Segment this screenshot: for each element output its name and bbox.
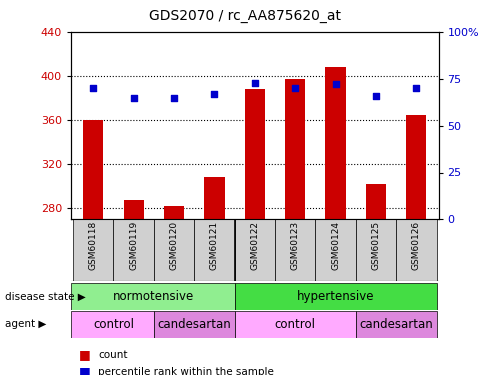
Point — [130, 94, 138, 100]
Bar — [194, 219, 235, 281]
Text: GSM60126: GSM60126 — [412, 221, 421, 270]
Text: ■: ■ — [78, 365, 90, 375]
Bar — [71, 311, 154, 338]
Text: GSM60123: GSM60123 — [291, 221, 300, 270]
Text: normotensive: normotensive — [113, 290, 195, 303]
Text: disease state ▶: disease state ▶ — [5, 292, 86, 302]
Point — [89, 85, 97, 91]
Point — [413, 85, 420, 91]
Point — [170, 94, 178, 100]
Text: count: count — [98, 350, 127, 360]
Text: control: control — [93, 318, 134, 331]
Point — [211, 91, 219, 97]
Bar — [71, 283, 235, 310]
Text: GSM60125: GSM60125 — [371, 221, 380, 270]
Text: candesartan: candesartan — [157, 318, 231, 331]
Bar — [356, 219, 396, 281]
Text: GSM60122: GSM60122 — [250, 221, 259, 270]
Bar — [83, 120, 103, 219]
Bar — [285, 79, 305, 219]
Point — [372, 93, 380, 99]
Bar — [73, 219, 114, 281]
Text: GDS2070 / rc_AA875620_at: GDS2070 / rc_AA875620_at — [149, 9, 341, 23]
Text: GSM60118: GSM60118 — [89, 221, 98, 270]
Text: ■: ■ — [78, 348, 90, 361]
Bar — [235, 311, 356, 338]
Bar — [366, 184, 386, 219]
Text: control: control — [275, 318, 316, 331]
Bar — [245, 89, 265, 219]
Bar — [275, 219, 316, 281]
Bar — [123, 200, 144, 219]
Bar — [154, 311, 235, 338]
Bar — [204, 177, 224, 219]
Bar — [356, 311, 437, 338]
Text: GSM60119: GSM60119 — [129, 221, 138, 270]
Bar — [325, 67, 345, 219]
Bar — [406, 115, 426, 219]
Bar — [235, 283, 437, 310]
Text: GSM60124: GSM60124 — [331, 221, 340, 270]
Text: hypertensive: hypertensive — [297, 290, 374, 303]
Bar — [235, 219, 275, 281]
Text: percentile rank within the sample: percentile rank within the sample — [98, 367, 274, 375]
Text: GSM60120: GSM60120 — [170, 221, 178, 270]
Point — [251, 80, 259, 86]
Point — [332, 81, 340, 87]
Text: agent ▶: agent ▶ — [5, 320, 46, 329]
Text: candesartan: candesartan — [359, 318, 433, 331]
Bar — [396, 219, 437, 281]
Point — [291, 85, 299, 91]
Bar — [164, 206, 184, 219]
Bar — [154, 219, 194, 281]
Bar — [316, 219, 356, 281]
Bar — [114, 219, 154, 281]
Text: GSM60121: GSM60121 — [210, 221, 219, 270]
